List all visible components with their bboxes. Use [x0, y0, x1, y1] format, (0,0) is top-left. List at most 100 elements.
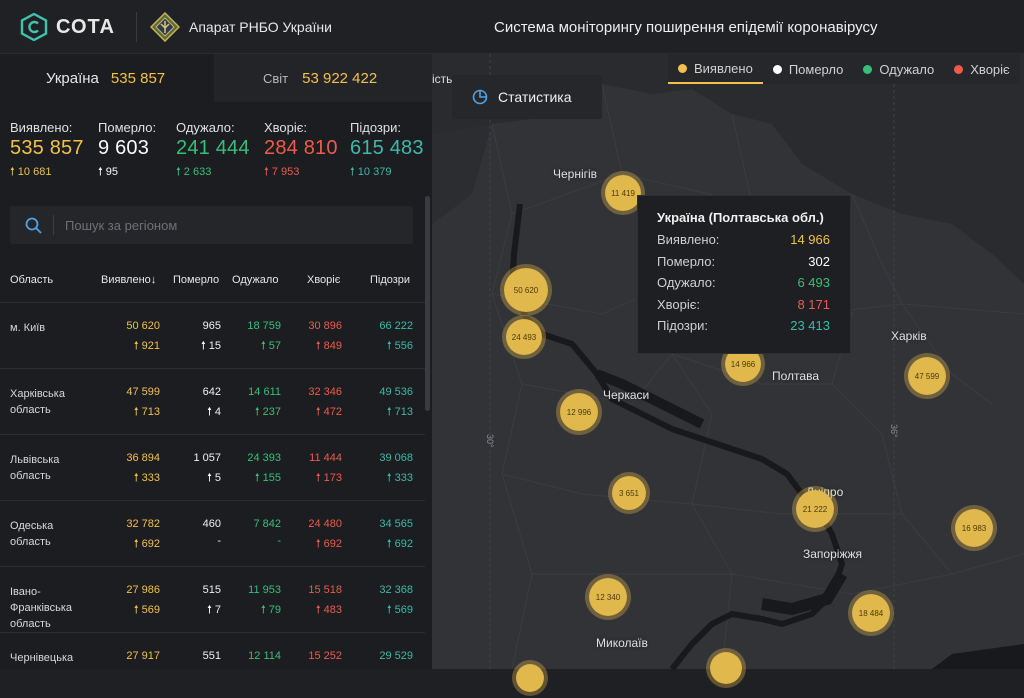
delta-value: 556 [394, 340, 413, 352]
died-delta: 🠕 7 [207, 601, 221, 620]
tooltip-row: Померло: 302 [657, 254, 830, 276]
legend-label: Виявлено [694, 60, 753, 76]
map-bubble[interactable]: 24 493 [502, 315, 546, 359]
tab-world-label: Світ [263, 70, 289, 86]
detected-value: 27 986 [126, 584, 160, 596]
suspected-value: 34 565 [379, 518, 413, 530]
partial-city-label: ість [432, 72, 453, 86]
total-sick-label: Хворіє: [264, 120, 308, 135]
city-zaporizhzhia: Запоріжжя [803, 547, 862, 561]
sick-delta: 🠕 692 [316, 535, 342, 554]
rnbo-brand[interactable]: Апарат РНБО України [150, 12, 332, 42]
detected-value: 36 894 [126, 452, 160, 464]
tab-ukraine-label: Україна [46, 69, 99, 87]
legend-sick[interactable]: Хворіє [944, 54, 1019, 84]
sick-value: 32 346 [308, 386, 342, 398]
died-value: 551 [202, 650, 221, 662]
map-legend: Виявлено Померло Одужало Хворіє [668, 54, 1020, 84]
arrow-up-icon: 🠕 [200, 340, 209, 352]
map-bubble[interactable]: 50 620 [500, 264, 552, 316]
col-recovered[interactable]: Одужало [232, 274, 279, 286]
total-died-value: 9 603 [98, 137, 150, 159]
recovered-delta: 🠕 79 [261, 601, 281, 620]
map-bubble[interactable]: 16 983 [951, 505, 997, 551]
tooltip-title: Україна (Полтавська обл.) [657, 210, 824, 225]
sick-delta: 🠕 849 [316, 337, 342, 356]
recovered-delta: 🠕 155 [255, 469, 281, 488]
sota-logo[interactable]: СОТА [20, 13, 115, 41]
dot-icon [772, 64, 782, 74]
died-value: 965 [202, 320, 221, 332]
arrow-up-icon: 🠕 [264, 166, 269, 178]
search-input[interactable] [65, 206, 395, 244]
detected-delta: 🠕 713 [134, 403, 160, 422]
total-sick-delta: 🠕 7 953 [264, 163, 338, 182]
map-bubble[interactable]: 21 222 [792, 486, 838, 532]
scrollbar[interactable] [425, 184, 430, 669]
sick-value: 15 252 [308, 650, 342, 662]
detected-delta: 🠕 333 [134, 469, 160, 488]
table-row[interactable]: м. Київ 50 620 🠕 921 965 🠕 15 18 759 🠕 57 30 89… [0, 302, 425, 368]
delta-value: 333 [141, 472, 160, 484]
col-sick[interactable]: Хворіє [307, 274, 341, 286]
region-tooltip: Україна (Полтавська обл.) Виявлено: 14 96… [637, 195, 851, 354]
map-bubble-partial[interactable] [512, 660, 548, 696]
arrow-up-icon: 🠕 [315, 472, 324, 484]
map-bubble-partial[interactable] [706, 648, 746, 688]
recovered-value: 7 842 [253, 518, 281, 530]
table-row[interactable]: Харківська область 47 599 🠕 713 642 🠕 4 14 61… [0, 368, 425, 434]
col-died[interactable]: Померло [173, 274, 220, 286]
total-detected-value: 535 857 [10, 137, 84, 159]
arrow-up-icon: 🠕 [386, 472, 395, 484]
grid-label-30: 30° [485, 434, 495, 448]
arrow-up-icon: 🠕 [386, 604, 395, 616]
grid-label-36: 36° [889, 424, 899, 438]
recovered-value: 12 114 [248, 650, 281, 662]
recovered-value: 18 759 [247, 320, 281, 332]
suspected-delta: 🠕 713 [387, 403, 413, 422]
statistics-button[interactable]: Статистика [452, 75, 602, 119]
delta-value: 5 [214, 472, 221, 484]
map-bubble[interactable]: 47 599 [904, 353, 950, 399]
left-panel: Україна 535 857 Світ 53 922 422 Виявлено… [0, 54, 432, 669]
map-bubble[interactable]: 11 419 [601, 171, 645, 215]
delta-value: 15 [208, 340, 221, 352]
delta-value: 333 [394, 472, 413, 484]
total-recovered: Одужало: 241 444 🠕 2 633 [176, 120, 250, 182]
map-bubble[interactable]: 3 651 [608, 472, 650, 514]
arrow-up-icon: 🠕 [350, 166, 355, 178]
total-sick: Хворіє: 284 810 🠕 7 953 [264, 120, 338, 182]
delta-value: 237 [262, 406, 281, 418]
arrow-up-icon: 🠕 [133, 406, 142, 418]
total-died-delta: 🠕 95 [98, 163, 156, 182]
tooltip-row: Виявлено: 14 966 [657, 232, 830, 254]
recovered-value: 14 611 [248, 386, 281, 398]
col-detected[interactable]: Виявлено↓ [101, 274, 156, 286]
table-row[interactable]: Львівська область 36 894 🠕 333 1 057 🠕 5 24 3… [0, 434, 425, 500]
detected-value: 50 620 [126, 320, 160, 332]
delta-value: 921 [141, 340, 160, 352]
tab-ukraine[interactable]: Україна 535 857 [0, 54, 214, 102]
scrollbar-thumb[interactable] [425, 196, 430, 411]
legend-died[interactable]: Померло [763, 54, 854, 84]
map-bubble[interactable]: 12 996 [556, 389, 602, 435]
sota-logo-icon [20, 13, 48, 41]
map-bubble[interactable]: 12 340 [585, 574, 631, 620]
legend-recovered[interactable]: Одужало [853, 54, 944, 84]
pie-chart-icon [472, 89, 488, 105]
col-region[interactable]: Область [10, 274, 54, 286]
arrow-up-icon: 🠕 [207, 406, 215, 418]
total-recovered-delta: 🠕 2 633 [176, 163, 250, 182]
region-search[interactable] [10, 206, 413, 244]
tab-world[interactable]: Світ 53 922 422 [214, 54, 432, 102]
legend-detected[interactable]: Виявлено [668, 54, 763, 84]
suspected-value: 39 068 [379, 452, 413, 464]
map-bubble[interactable]: 18 484 [848, 590, 894, 636]
col-suspected[interactable]: Підозри [370, 274, 411, 286]
tooltip-row: Хворіє: 8 171 [657, 297, 830, 319]
delta-value: 569 [141, 604, 160, 616]
table-row[interactable]: Івано-Франківська область 27 986 🠕 569 515 🠕… [0, 566, 425, 632]
table-row[interactable]: Чернівецька 27 917 551 12 114 15 252 29 529 [0, 632, 425, 698]
region-name: Одеська область [10, 520, 54, 548]
table-row[interactable]: Одеська область 32 782 🠕 692 460 - 7 842 - 24 4… [0, 500, 425, 566]
